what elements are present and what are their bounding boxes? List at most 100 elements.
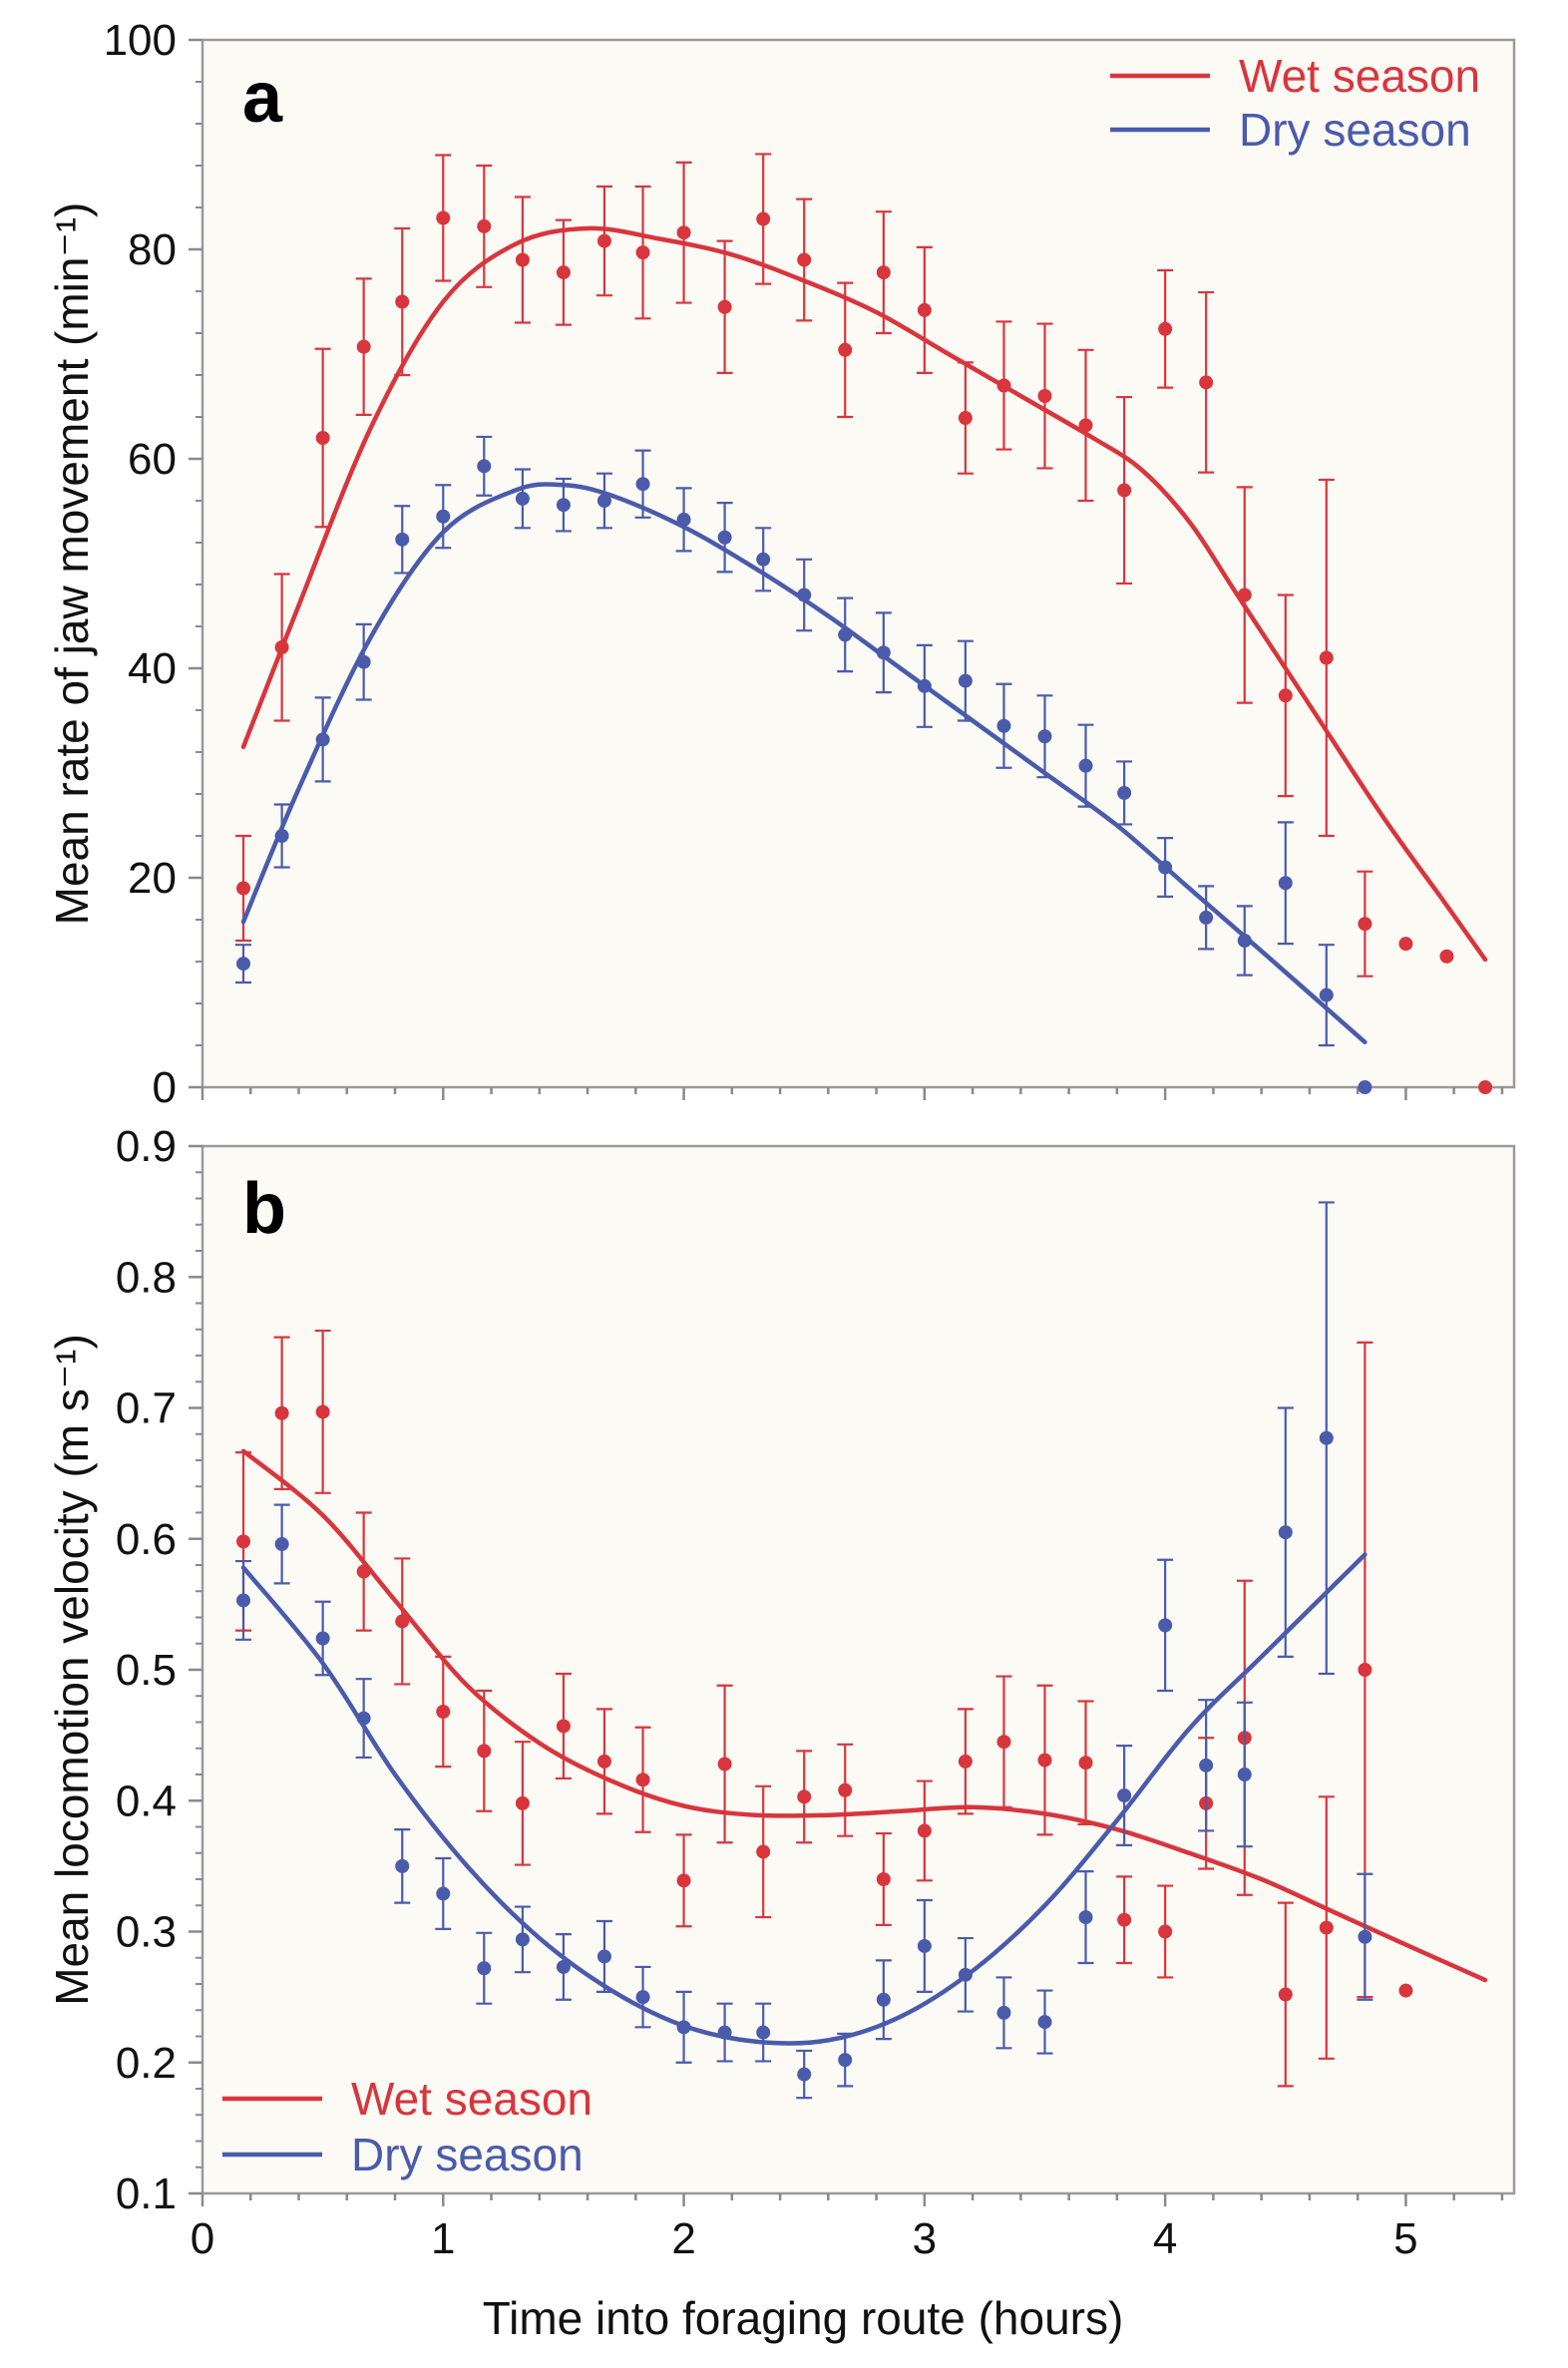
y-tick-label: 0.9 [116,1122,177,1171]
data-point-dry [797,588,812,602]
data-point-wet [436,1705,451,1719]
data-point-dry [1319,987,1334,1002]
data-point-wet [1398,937,1413,952]
panel-a: 0 20 40 60 80 100 [104,16,1504,1112]
data-point-dry [1237,934,1252,948]
trend-line-dry-b [240,1552,1368,2046]
data-point-dry [1158,860,1173,875]
data-point-wet [676,1873,691,1888]
data-point-wet [838,342,853,357]
data-point-wet [996,1735,1011,1750]
data-point-wet [315,431,330,445]
data-point-wet [958,411,973,426]
data-point-dry [596,494,611,508]
panel-a-y-axis-title: Mean rate of jaw movement (min⁻¹) [46,202,98,926]
y-tick-label: 100 [104,16,177,65]
panel-b-y-axis-title: Mean locomotion velocity (m s⁻¹) [46,1334,98,2006]
data-point-dry [756,2025,771,2040]
data-point-dry [315,732,330,747]
y-tick-label: 0.6 [116,1515,177,1564]
x-tick-label: 1 [431,2214,455,2263]
data-point-dry [274,829,289,843]
data-point-dry [436,1886,451,1901]
data-point-dry [1199,910,1214,925]
y-tick-label: 80 [128,225,177,274]
data-point-dry [917,1938,932,1953]
data-point-dry [1319,1430,1334,1445]
data-point-wet [1037,389,1052,403]
data-point-wet [797,252,812,267]
data-point-wet [1158,1924,1173,1939]
data-point-wet [236,1534,251,1549]
data-point-dry [596,1949,611,1964]
data-point-wet [556,265,571,280]
data-point-wet [315,1404,330,1419]
data-point-wet [1117,483,1132,498]
data-point-wet [1078,418,1093,433]
y-tick-label: 0.8 [116,1253,177,1302]
data-point-wet [717,1757,732,1772]
data-point-wet [1278,688,1293,703]
data-point-dry [1037,2015,1052,2030]
trend-line-wet-b [240,1448,1488,1983]
panel-b: 0 1 2 3 4 5 0.1 0.2 0.3 0.4 0.5 0.6 0.7 0.8 0.9 [116,1122,1504,2263]
y-tick-label: 0.2 [116,2039,177,2088]
data-point-dry [477,459,492,474]
legend-a-dry-label: Dry season [1239,104,1471,156]
data-point-dry [515,1932,530,1947]
legend-b-dry-label: Dry season [351,2129,584,2180]
data-point-dry [876,645,891,660]
data-point-dry [477,1961,492,1976]
data-point-dry [556,498,571,513]
data-point-dry [1037,729,1052,744]
data-point-wet [515,1795,530,1810]
data-point-wet [676,225,691,240]
legend-a-wet-label: Wet season [1239,50,1480,102]
data-point-wet [236,881,251,896]
y-tick-label: 0 [153,1063,177,1112]
data-point-wet [996,378,1011,393]
x-tick-label: 3 [913,2214,937,2263]
data-point-dry [1358,1929,1372,1944]
data-point-wet [756,1844,771,1859]
data-point-wet [1319,1920,1334,1935]
data-point-wet [1398,1983,1413,1998]
data-point-wet [876,265,891,280]
data-point-wet [556,1719,571,1734]
data-point-wet [477,1744,492,1759]
data-point-wet [356,1564,371,1579]
data-point-wet [917,302,932,317]
data-point-dry [635,1990,650,2005]
panel-a-plot-area [200,38,1516,1089]
data-point-dry [996,718,1011,733]
data-point-wet [1319,650,1334,665]
y-tick-label: 0.7 [116,1384,177,1433]
x-tick-label: 4 [1153,2214,1177,2263]
panel-b-label: b [242,1169,286,1249]
panel-b-legend: Wet season Dry season [222,2073,592,2180]
data-point-dry [1158,1618,1173,1633]
data-point-dry [556,1959,571,1974]
data-point-dry [1078,758,1093,773]
x-tick-label: 0 [191,2214,214,2263]
data-point-wet [876,1872,891,1886]
data-point-dry [1117,1788,1132,1802]
data-point-wet [917,1823,932,1838]
data-point-wet [717,299,732,314]
data-point-wet [477,218,492,233]
x-axis-title: Time into foraging route (hours) [483,2292,1124,2344]
data-point-wet [756,211,771,226]
y-tick-label: 0.3 [116,1908,177,1957]
y-tick-label: 40 [128,644,177,693]
data-point-wet [1439,949,1454,964]
data-point-wet [436,210,451,225]
data-point-wet [797,1789,812,1804]
data-point-wet [1478,1080,1493,1094]
trend-line-dry-a [240,482,1368,1045]
data-point-dry [958,673,973,688]
data-point-dry [797,2067,812,2082]
data-point-dry [1237,1768,1252,1781]
data-point-dry [395,1858,410,1873]
data-point-wet [1037,1753,1052,1768]
panel-b-plot-area [200,1144,1516,2195]
